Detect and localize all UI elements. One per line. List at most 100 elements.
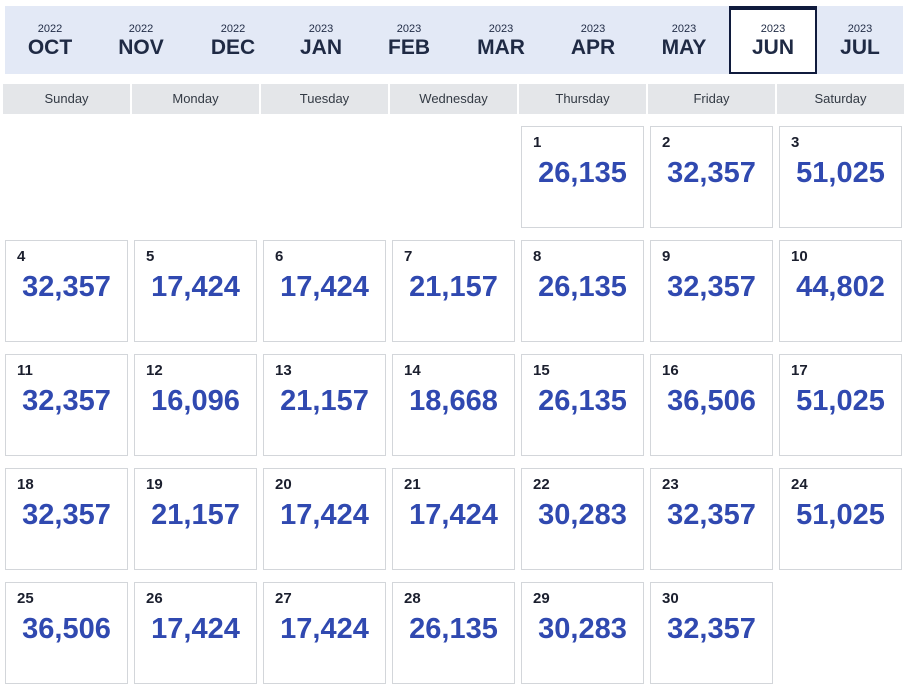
day-value: 36,506 — [22, 613, 111, 645]
day-number: 30 — [662, 590, 679, 607]
day-cell-17[interactable]: 17 51,025 — [779, 354, 902, 456]
day-value: 32,357 — [22, 499, 111, 531]
day-value: 32,357 — [667, 613, 756, 645]
day-value: 32,357 — [667, 271, 756, 303]
month-label: JUL — [840, 36, 880, 59]
day-cell-16[interactable]: 16 36,506 — [650, 354, 773, 456]
month-tab-mar-2023[interactable]: 2023 MAR — [455, 6, 547, 74]
day-value: 21,157 — [280, 385, 369, 417]
day-value: 17,424 — [409, 499, 498, 531]
month-tab-jan-2023[interactable]: 2023 JAN — [279, 6, 363, 74]
day-cell-29[interactable]: 29 30,283 — [521, 582, 644, 684]
month-year: 2022 — [128, 23, 154, 35]
day-value: 26,135 — [538, 271, 627, 303]
day-value: 17,424 — [151, 613, 240, 645]
day-number: 20 — [275, 476, 292, 493]
day-value: 51,025 — [796, 499, 885, 531]
day-number: 17 — [791, 362, 808, 379]
day-value: 51,025 — [796, 385, 885, 417]
day-value: 17,424 — [280, 499, 369, 531]
month-tab-feb-2023[interactable]: 2023 FEB — [363, 6, 455, 74]
day-number: 26 — [146, 590, 163, 607]
month-label: APR — [570, 36, 616, 59]
day-value: 30,283 — [538, 499, 627, 531]
month-label: JUN — [751, 36, 794, 59]
month-label: OCT — [27, 36, 73, 59]
day-number: 4 — [17, 248, 26, 265]
day-cell-20[interactable]: 20 17,424 — [263, 468, 386, 570]
month-selector: 2022 OCT 2022 NOV 2022 DEC 2023 JAN 2023… — [5, 6, 903, 74]
month-label: NOV — [118, 36, 164, 59]
day-cell-11[interactable]: 11 32,357 — [5, 354, 128, 456]
day-value: 21,157 — [409, 271, 498, 303]
day-number: 25 — [17, 590, 34, 607]
day-value: 32,357 — [667, 499, 756, 531]
day-cell-9[interactable]: 9 32,357 — [650, 240, 773, 342]
day-number: 19 — [146, 476, 163, 493]
month-tab-oct-2022[interactable]: 2022 OCT — [5, 6, 95, 74]
day-cell-28[interactable]: 28 26,135 — [392, 582, 515, 684]
weekday-header-friday: Friday — [648, 84, 775, 114]
day-value: 26,135 — [409, 613, 498, 645]
day-value: 18,668 — [409, 385, 498, 417]
month-label: MAY — [661, 36, 707, 59]
month-tab-jul-2023[interactable]: 2023 JUL — [817, 6, 903, 74]
weekday-header-tuesday: Tuesday — [261, 84, 388, 114]
month-label: FEB — [388, 36, 430, 59]
day-number: 7 — [404, 248, 413, 265]
day-value: 17,424 — [280, 613, 369, 645]
month-tab-dec-2022[interactable]: 2022 DEC — [187, 6, 279, 74]
month-tab-may-2023[interactable]: 2023 MAY — [639, 6, 729, 74]
day-cell-25[interactable]: 25 36,506 — [5, 582, 128, 684]
day-cell-7[interactable]: 7 21,157 — [392, 240, 515, 342]
day-number: 11 — [17, 362, 33, 379]
weekday-header-thursday: Thursday — [519, 84, 646, 114]
month-year: 2022 — [37, 23, 63, 35]
month-year: 2023 — [308, 23, 334, 35]
day-value: 32,357 — [22, 385, 111, 417]
day-cell-1[interactable]: 1 26,135 — [521, 126, 644, 228]
day-cell-19[interactable]: 19 21,157 — [134, 468, 257, 570]
day-number: 29 — [533, 590, 550, 607]
day-cell-15[interactable]: 15 26,135 — [521, 354, 644, 456]
day-cell-5[interactable]: 5 17,424 — [134, 240, 257, 342]
day-cell-3[interactable]: 3 51,025 — [779, 126, 902, 228]
month-label: MAR — [477, 36, 525, 59]
day-cell-14[interactable]: 14 18,668 — [392, 354, 515, 456]
day-value: 26,135 — [538, 157, 627, 189]
month-label: JAN — [299, 36, 342, 59]
day-number: 28 — [404, 590, 421, 607]
day-number: 15 — [533, 362, 550, 379]
day-cell-13[interactable]: 13 21,157 — [263, 354, 386, 456]
day-cell-22[interactable]: 22 30,283 — [521, 468, 644, 570]
day-cell-12[interactable]: 12 16,096 — [134, 354, 257, 456]
day-number: 5 — [146, 248, 155, 265]
day-cell-10[interactable]: 10 44,802 — [779, 240, 902, 342]
month-year: 2023 — [488, 23, 514, 35]
month-label: DEC — [210, 36, 256, 59]
day-number: 16 — [662, 362, 679, 379]
day-cell-6[interactable]: 6 17,424 — [263, 240, 386, 342]
day-number: 24 — [791, 476, 808, 493]
day-number: 23 — [662, 476, 679, 493]
day-cell-27[interactable]: 27 17,424 — [263, 582, 386, 684]
day-cell-8[interactable]: 8 26,135 — [521, 240, 644, 342]
day-cell-26[interactable]: 26 17,424 — [134, 582, 257, 684]
day-number: 14 — [404, 362, 421, 379]
day-cell-2[interactable]: 2 32,357 — [650, 126, 773, 228]
day-cell-18[interactable]: 18 32,357 — [5, 468, 128, 570]
month-tab-nov-2022[interactable]: 2022 NOV — [95, 6, 187, 74]
day-cell-21[interactable]: 21 17,424 — [392, 468, 515, 570]
month-tab-jun-2023-selected[interactable]: 2023 JUN — [729, 6, 817, 74]
day-value: 30,283 — [538, 613, 627, 645]
day-number: 21 — [404, 476, 421, 493]
day-cell-30[interactable]: 30 32,357 — [650, 582, 773, 684]
day-cell-23[interactable]: 23 32,357 — [650, 468, 773, 570]
weekday-header-wednesday: Wednesday — [390, 84, 517, 114]
day-cell-4[interactable]: 4 32,357 — [5, 240, 128, 342]
month-year: 2023 — [760, 23, 786, 35]
day-number: 2 — [662, 134, 671, 151]
day-cell-24[interactable]: 24 51,025 — [779, 468, 902, 570]
month-tab-apr-2023[interactable]: 2023 APR — [547, 6, 639, 74]
day-number: 18 — [17, 476, 34, 493]
